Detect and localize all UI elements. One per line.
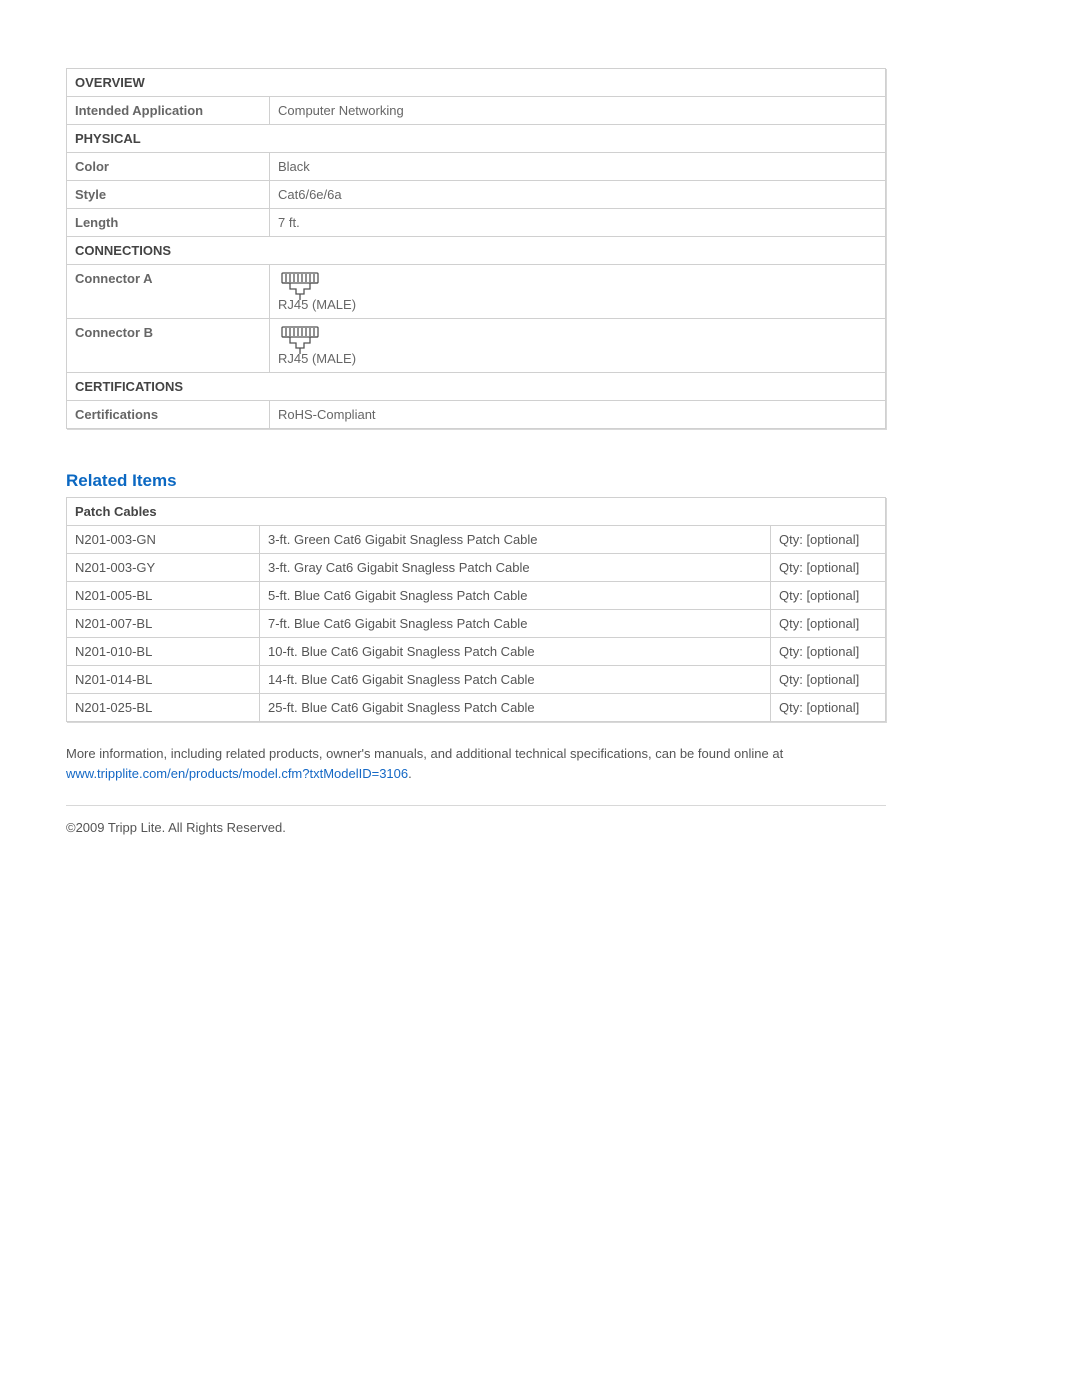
- spec-section-header: PHYSICAL: [67, 125, 886, 153]
- more-info-text: More information, including related prod…: [66, 744, 886, 783]
- related-desc: 14-ft. Blue Cat6 Gigabit Snagless Patch …: [260, 666, 771, 694]
- related-row: N201-010-BL10-ft. Blue Cat6 Gigabit Snag…: [67, 638, 886, 666]
- related-desc: 3-ft. Gray Cat6 Gigabit Snagless Patch C…: [260, 554, 771, 582]
- related-qty: Qty: [optional]: [771, 610, 886, 638]
- connector-label: RJ45 (MALE): [278, 297, 877, 312]
- spec-value: Cat6/6e/6a: [270, 181, 886, 209]
- related-sku: N201-007-BL: [67, 610, 260, 638]
- related-sku: N201-010-BL: [67, 638, 260, 666]
- related-desc: 10-ft. Blue Cat6 Gigabit Snagless Patch …: [260, 638, 771, 666]
- related-items-heading: Related Items: [66, 471, 1010, 491]
- connector-label: RJ45 (MALE): [278, 351, 877, 366]
- spec-label: Style: [67, 181, 270, 209]
- more-info-suffix: .: [408, 766, 412, 781]
- related-row: N201-005-BL5-ft. Blue Cat6 Gigabit Snagl…: [67, 582, 886, 610]
- spec-section-header: CERTIFICATIONS: [67, 373, 886, 401]
- related-qty: Qty: [optional]: [771, 554, 886, 582]
- divider: [66, 805, 886, 806]
- spec-row: Intended ApplicationComputer Networking: [67, 97, 886, 125]
- spec-row: Connector B RJ45 (MALE): [67, 319, 886, 373]
- related-sku: N201-014-BL: [67, 666, 260, 694]
- spec-label: Color: [67, 153, 270, 181]
- spec-label: Length: [67, 209, 270, 237]
- related-group-header: Patch Cables: [67, 498, 886, 526]
- related-row: N201-003-GY3-ft. Gray Cat6 Gigabit Snagl…: [67, 554, 886, 582]
- related-sku: N201-005-BL: [67, 582, 260, 610]
- spec-value: RoHS-Compliant: [270, 401, 886, 429]
- related-row: N201-003-GN3-ft. Green Cat6 Gigabit Snag…: [67, 526, 886, 554]
- related-desc: 5-ft. Blue Cat6 Gigabit Snagless Patch C…: [260, 582, 771, 610]
- spec-label: Connector B: [67, 319, 270, 373]
- spec-row: Connector A RJ45 (MALE): [67, 265, 886, 319]
- related-row: N201-014-BL14-ft. Blue Cat6 Gigabit Snag…: [67, 666, 886, 694]
- spec-label: Intended Application: [67, 97, 270, 125]
- related-qty: Qty: [optional]: [771, 526, 886, 554]
- spec-value: Black: [270, 153, 886, 181]
- spec-label: Connector A: [67, 265, 270, 319]
- specifications-table: OVERVIEWIntended ApplicationComputer Net…: [66, 68, 886, 429]
- related-row: N201-025-BL25-ft. Blue Cat6 Gigabit Snag…: [67, 694, 886, 722]
- spec-row: Length7 ft.: [67, 209, 886, 237]
- spec-row: CertificationsRoHS-Compliant: [67, 401, 886, 429]
- related-row: N201-007-BL7-ft. Blue Cat6 Gigabit Snagl…: [67, 610, 886, 638]
- related-sku: N201-003-GY: [67, 554, 260, 582]
- related-sku: N201-003-GN: [67, 526, 260, 554]
- spec-section-header: OVERVIEW: [67, 69, 886, 97]
- related-items-table: Patch CablesN201-003-GN3-ft. Green Cat6 …: [66, 497, 886, 722]
- related-qty: Qty: [optional]: [771, 666, 886, 694]
- spec-row: StyleCat6/6e/6a: [67, 181, 886, 209]
- related-desc: 25-ft. Blue Cat6 Gigabit Snagless Patch …: [260, 694, 771, 722]
- spec-value: Computer Networking: [270, 97, 886, 125]
- related-qty: Qty: [optional]: [771, 694, 886, 722]
- related-sku: N201-025-BL: [67, 694, 260, 722]
- spec-value: RJ45 (MALE): [270, 319, 886, 373]
- related-qty: Qty: [optional]: [771, 582, 886, 610]
- spec-value: 7 ft.: [270, 209, 886, 237]
- related-desc: 7-ft. Blue Cat6 Gigabit Snagless Patch C…: [260, 610, 771, 638]
- spec-value: RJ45 (MALE): [270, 265, 886, 319]
- more-info-link[interactable]: www.tripplite.com/en/products/model.cfm?…: [66, 766, 408, 781]
- spec-row: ColorBlack: [67, 153, 886, 181]
- related-qty: Qty: [optional]: [771, 638, 886, 666]
- more-info-prefix: More information, including related prod…: [66, 746, 783, 761]
- spec-label: Certifications: [67, 401, 270, 429]
- spec-section-header: CONNECTIONS: [67, 237, 886, 265]
- related-desc: 3-ft. Green Cat6 Gigabit Snagless Patch …: [260, 526, 771, 554]
- copyright-text: ©2009 Tripp Lite. All Rights Reserved.: [66, 820, 1010, 835]
